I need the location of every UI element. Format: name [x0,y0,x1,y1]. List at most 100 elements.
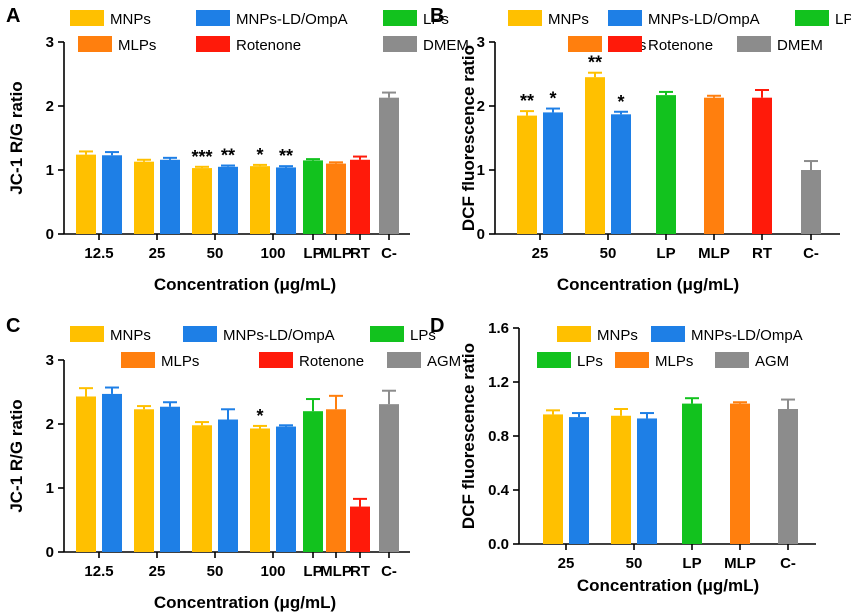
legend-swatch [795,10,829,26]
bar-dmem [379,97,399,235]
bar-mnps-ld-ompa [276,426,296,552]
bar-agm [778,409,798,544]
legend: MNPs MNPs-LD/OmpA LPs MLPs Rotenone AGM [70,326,461,370]
significance-label: * [549,89,556,109]
y-tick-label: 2 [46,416,54,433]
legend-label: LPs [577,353,603,370]
x-tick-label: C- [381,563,397,580]
x-tick-label: C- [381,245,397,262]
bar-mnps [517,115,537,234]
bar-mnps-ld-ompa [102,155,122,234]
y-tick-label: 0.0 [488,536,509,553]
legend-label: MLPs [118,37,156,54]
legend-label: Rotenone [648,37,713,54]
x-tick-label: RT [752,245,772,262]
legend-label: LPs [423,11,449,28]
y-tick-label: 0 [477,226,485,243]
bar-mnps [192,168,212,234]
legend-swatch [537,352,571,368]
bar-mnps [611,415,631,544]
significance-label: * [617,92,624,112]
y-tick-label: 1 [46,162,54,179]
y-tick-label: 0 [46,544,54,561]
y-tick-label: 3 [46,352,54,369]
legend-label: DMEM [777,37,823,54]
bar-mnps-ld-ompa [218,419,238,552]
bar-mnps [250,428,270,552]
panel-letter: B [430,5,444,27]
y-tick-label: 1.6 [488,320,509,337]
y-axis-title: JC-1 R/G ratio [7,399,26,512]
legend-swatch [608,36,642,52]
bar-mnps [192,425,212,552]
legend-swatch [568,36,602,52]
x-tick-label: C- [780,555,796,572]
legend-label: MNPs-LD/OmpA [236,11,348,28]
legend-swatch [121,352,155,368]
x-tick-label: 25 [532,245,549,262]
legend: MNPs MNPs-LD/OmpA LPs MLPs AGM [537,326,803,370]
legend-label: MLPs [655,353,693,370]
bar-mlps [730,403,750,544]
x-tick-label: LP [682,555,701,572]
bar-rotenone [752,97,772,235]
x-tick-label: 50 [207,245,224,262]
x-tick-label: 12.5 [84,245,113,262]
y-tick-label: 2 [46,98,54,115]
legend-label: AGM [427,353,461,370]
x-tick-label: 100 [260,245,285,262]
bar-rotenone [350,159,370,234]
legend-swatch [557,326,591,342]
bar-mnps-ld-ompa [160,159,180,234]
x-axis-title: Concentration (μg/mL) [557,275,739,294]
x-tick-label: 100 [260,563,285,580]
x-tick-label: 25 [149,245,166,262]
legend-label: MNPs [110,327,151,344]
x-tick-label: MLP [724,555,756,572]
x-axis-title: Concentration (μg/mL) [154,593,336,612]
x-tick-label: 12.5 [84,563,113,580]
legend-swatch [387,352,421,368]
y-axis-title: DCF fluorescence ratio [459,343,478,529]
legend-swatch [183,326,217,342]
bar-rotenone [350,506,370,552]
legend-swatch [383,10,417,26]
y-tick-label: 0 [46,226,54,243]
y-tick-label: 2 [477,98,485,115]
x-tick-label: MLP [698,245,730,262]
legend-label: DMEM [423,37,469,54]
x-tick-label: LP [303,245,322,262]
legend-swatch [508,10,542,26]
legend-swatch [196,36,230,52]
y-tick-label: 0.8 [488,428,509,445]
bar-lps [656,95,676,235]
x-tick-label: 25 [149,563,166,580]
legend-label: MNPs-LD/OmpA [691,327,803,344]
y-tick-label: 3 [46,34,54,51]
legend-label: MLPs [161,353,199,370]
significance-label: *** [191,147,212,167]
y-tick-label: 3 [477,34,485,51]
x-tick-label: 25 [558,555,575,572]
legend-label: MNPs [597,327,638,344]
bar-mnps-ld-ompa [160,406,180,552]
bar-lps [682,403,702,544]
bar-mlps [326,409,346,552]
y-tick-label: 1.2 [488,374,509,391]
legend-swatch [78,36,112,52]
legend-swatch [715,352,749,368]
legend-label: AGM [755,353,789,370]
bar-mnps [76,396,96,552]
bar-mnps [134,409,154,552]
significance-label: * [256,145,263,165]
x-tick-label: LP [303,563,322,580]
y-axis-title: JC-1 R/G ratio [7,81,26,194]
y-tick-label: 0.4 [488,482,510,499]
y-axis-title: DCF fluorescence ratio [459,45,478,231]
panel-letter: C [6,315,20,337]
